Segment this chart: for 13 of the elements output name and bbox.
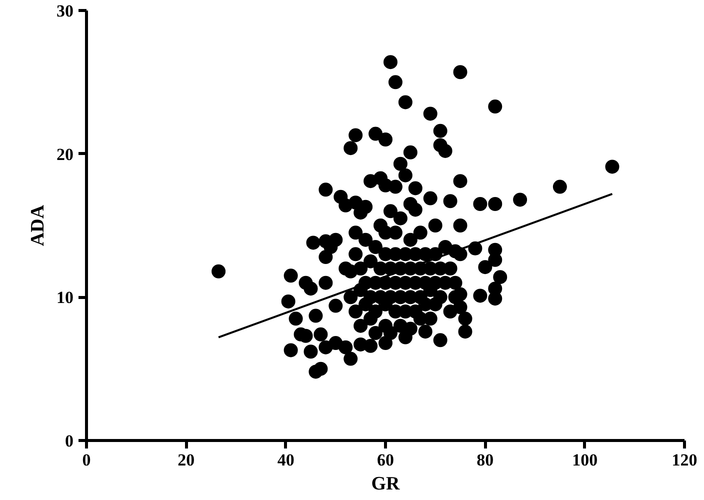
y-tick-label: 0 xyxy=(65,432,74,450)
y-axis-title: ADA xyxy=(28,204,48,246)
x-axis-title: GR xyxy=(371,474,400,494)
x-tick-label: 40 xyxy=(277,450,294,470)
x-tick-label: 20 xyxy=(178,450,195,470)
x-tick-label: 60 xyxy=(377,450,394,470)
y-tick-label: 30 xyxy=(56,2,74,20)
x-tick-label: 80 xyxy=(476,450,494,470)
y-tick-label: 10 xyxy=(56,288,74,308)
x-tick-label: 120 xyxy=(672,450,698,470)
x-tick-label: 0 xyxy=(82,450,91,470)
y-tick-label: 20 xyxy=(56,144,74,164)
x-tick-label: 100 xyxy=(572,450,598,470)
